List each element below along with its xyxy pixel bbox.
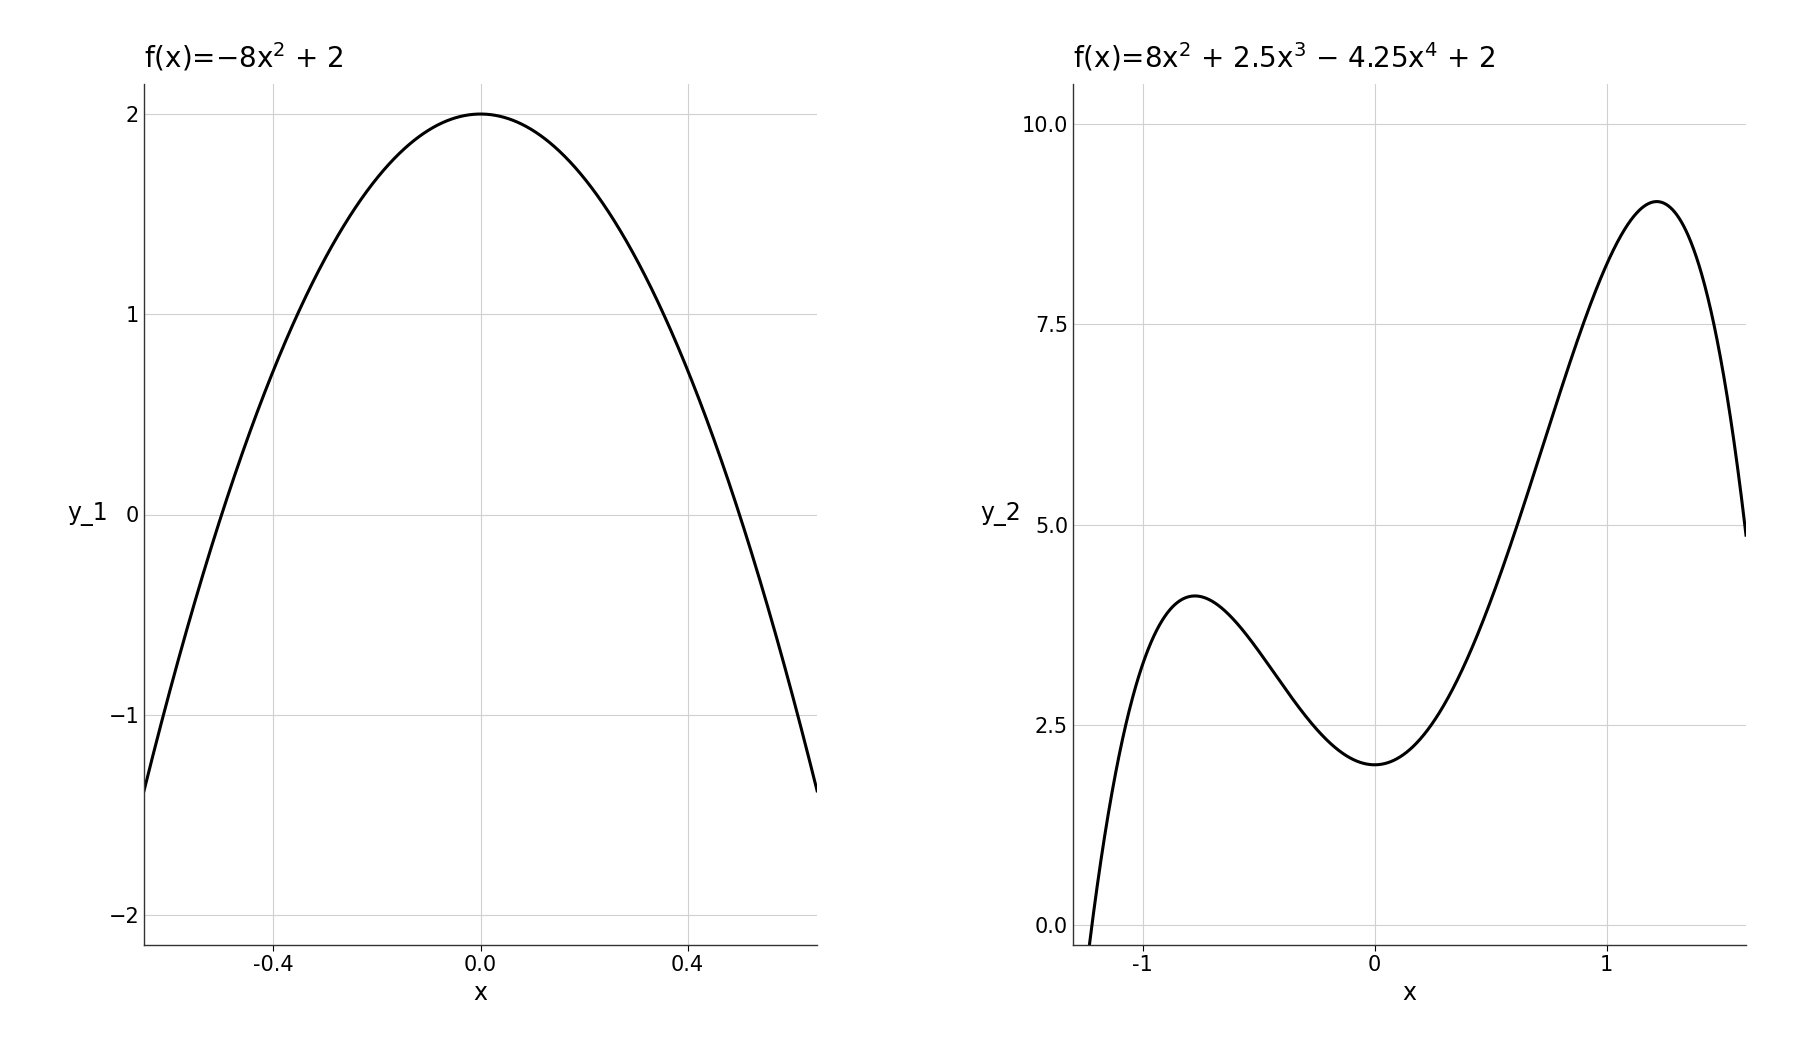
X-axis label: x: x [1402,981,1417,1005]
Text: f(x)=$-$8x$^2$ + 2: f(x)=$-$8x$^2$ + 2 [144,41,344,74]
Y-axis label: y_2: y_2 [981,503,1021,526]
Y-axis label: y_1: y_1 [67,503,108,526]
Text: f(x)=8x$^2$ + 2.5x$^3$ $-$ 4.25x$^4$ + 2: f(x)=8x$^2$ + 2.5x$^3$ $-$ 4.25x$^4$ + 2 [1073,41,1496,74]
X-axis label: x: x [473,981,488,1005]
